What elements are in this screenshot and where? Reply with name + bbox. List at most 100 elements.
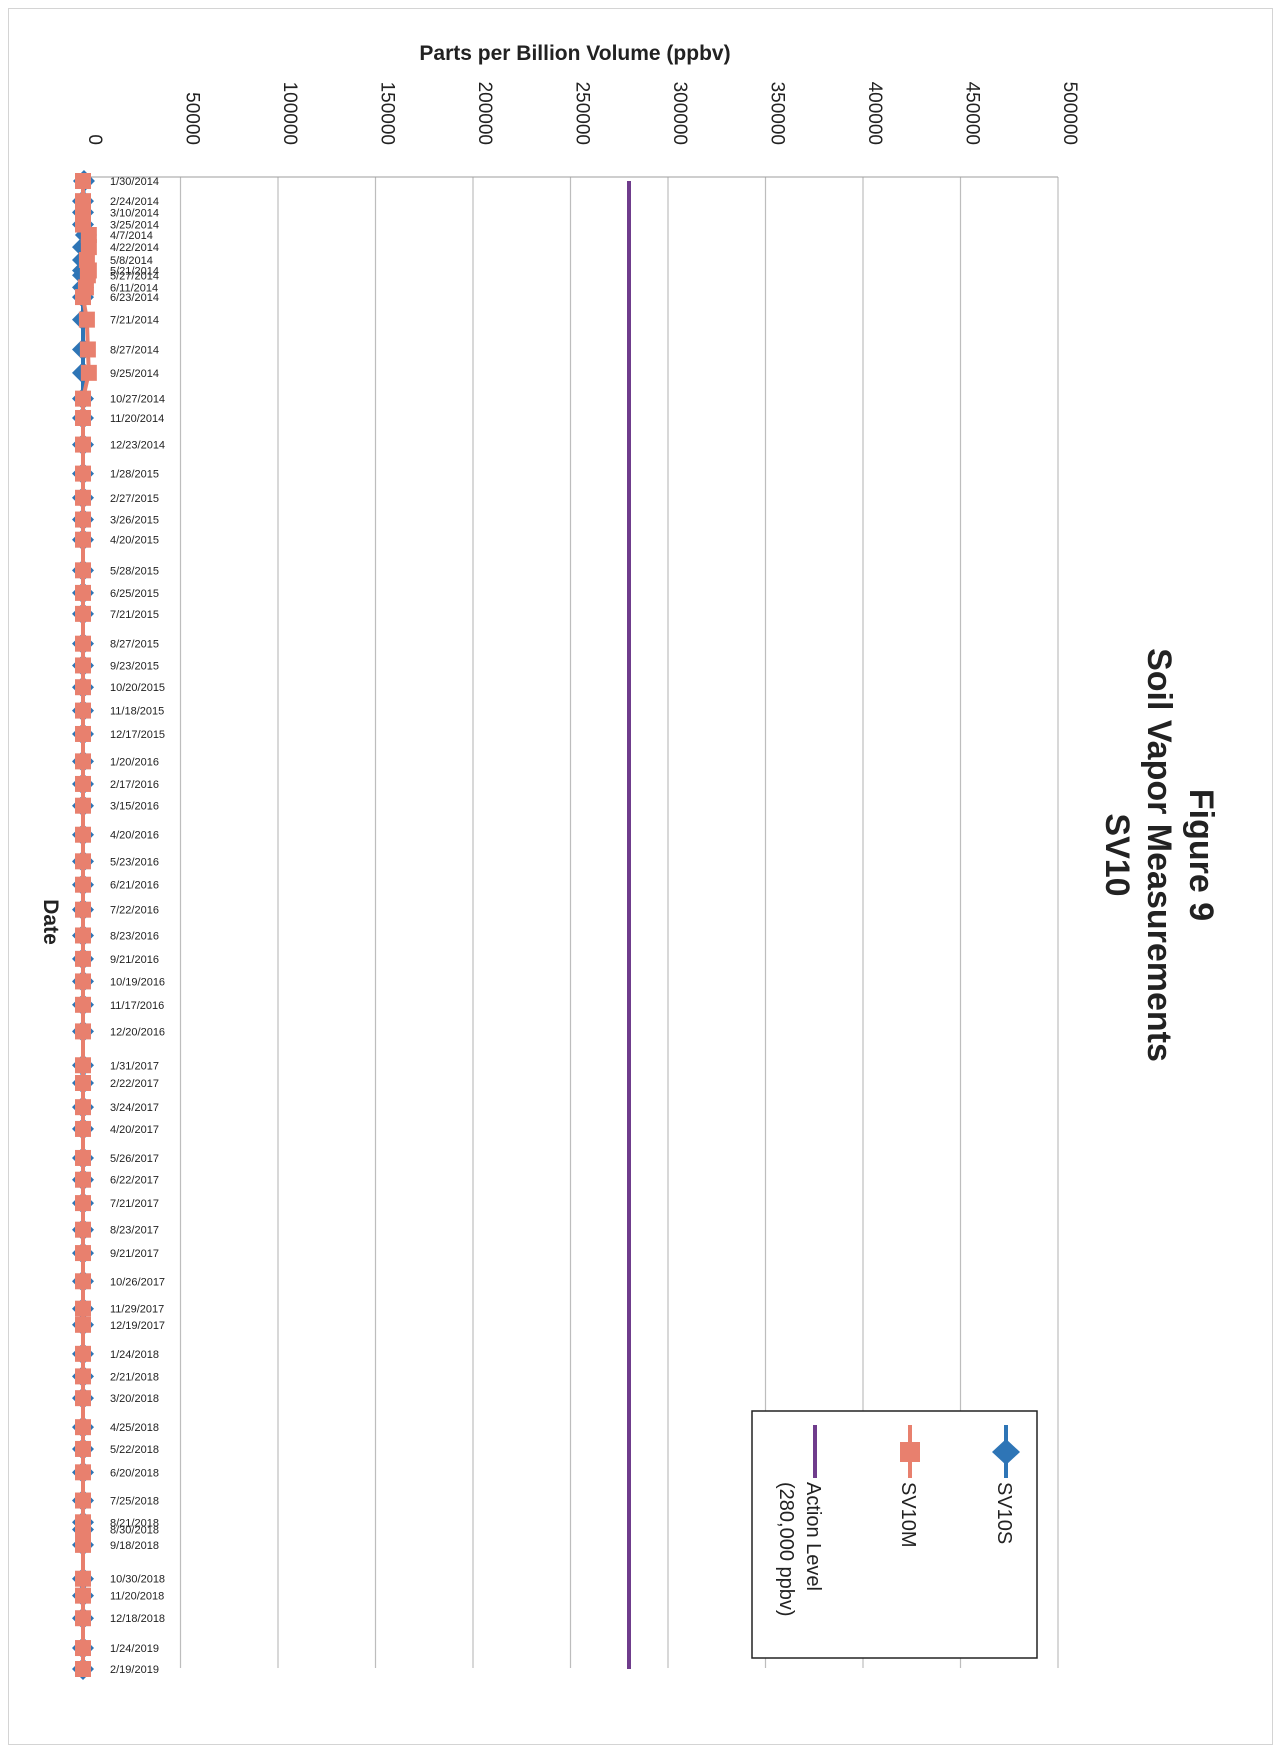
value-tick-label: 250000: [572, 82, 593, 145]
date-tick-label: 9/21/2017: [110, 1248, 159, 1260]
date-tick-label: 7/22/2016: [110, 905, 159, 917]
date-tick-label: 6/11/2014: [110, 282, 158, 294]
point-sv10m: [75, 702, 91, 719]
date-tick-label: 2/19/2019: [110, 1664, 159, 1676]
point-sv10m: [75, 1390, 91, 1407]
point-sv10m: [75, 1195, 91, 1212]
date-tick-label: 10/19/2016: [110, 976, 165, 988]
date-tick-label: 4/7/2014: [110, 230, 153, 242]
date-tick-label: 9/18/2018: [110, 1540, 159, 1552]
point-sv10m: [75, 1273, 91, 1290]
date-tick-label: 3/20/2018: [110, 1393, 159, 1405]
date-tick-label: 8/23/2016: [110, 930, 159, 942]
date-tick-label: 11/29/2017: [110, 1304, 164, 1316]
point-sv10m: [75, 725, 91, 742]
point-sv10m: [75, 775, 91, 792]
point-sv10m: [75, 1536, 91, 1553]
point-sv10m: [75, 1099, 91, 1116]
point-sv10m: [75, 1640, 91, 1657]
point-sv10m: [75, 1221, 91, 1238]
legend-label-action-level-line-1: Action Level: [802, 1482, 824, 1591]
date-tick-label: 5/22/2018: [110, 1444, 159, 1456]
date-axis-title: Date: [39, 899, 62, 945]
date-tick-label: 5/8/2014: [110, 255, 153, 267]
date-tick-label: 4/25/2018: [110, 1422, 159, 1434]
date-tick-label: 4/20/2016: [110, 830, 159, 842]
point-sv10m: [75, 605, 91, 622]
legend-square-icon: [900, 1442, 920, 1462]
chart-title-line-3: SV10: [1098, 813, 1136, 896]
date-tick-label: 4/20/2015: [110, 535, 159, 547]
point-sv10m: [75, 797, 91, 814]
date-tick-label: 4/22/2014: [110, 242, 159, 254]
date-tick-label: 9/25/2014: [110, 368, 159, 380]
date-tick-label: 1/24/2019: [110, 1643, 159, 1655]
point-sv10m: [75, 289, 91, 306]
date-tick-label: 12/18/2018: [110, 1613, 165, 1625]
date-tick-label: 7/25/2018: [110, 1496, 159, 1508]
date-tick-label: 1/31/2017: [110, 1060, 159, 1072]
date-tick-label: 8/27/2015: [110, 639, 159, 651]
point-sv10m: [75, 562, 91, 579]
point-sv10m: [75, 1570, 91, 1587]
date-axis-ticks: 1/30/2014 2/24/20143/10/20143/25/20144/7/…: [110, 176, 165, 1676]
point-sv10m: [75, 635, 91, 652]
point-sv10m: [75, 465, 91, 482]
chart-title: Figure 9 Soil Vapor Measurements SV10: [1098, 648, 1220, 1062]
date-tick-label: 7/21/2017: [110, 1198, 159, 1210]
date-tick-label: 6/21/2016: [110, 880, 159, 892]
date-tick-label: 10/30/2018: [110, 1574, 165, 1586]
point-sv10m: [75, 1023, 91, 1040]
date-tick-label: 8/27/2014: [110, 344, 159, 356]
legend: SV10S SV10M Action Level (280,000 ppbv): [751, 1410, 1038, 1659]
chart-title-line-1: Figure 9: [1182, 789, 1220, 921]
value-tick-label: 200000: [474, 82, 495, 145]
point-sv10m: [75, 679, 91, 696]
legend-label-action-level-line-2: (280,000 ppbv): [775, 1482, 797, 1617]
date-tick-label: 5/23/2016: [110, 856, 159, 868]
point-sv10m: [80, 227, 97, 244]
point-sv10m: [75, 1074, 91, 1091]
point-sv10m: [75, 950, 91, 967]
point-sv10m: [75, 204, 91, 221]
date-tick-label: 7/21/2015: [110, 609, 159, 621]
legend-item-sv10m: SV10M: [897, 1425, 920, 1548]
legend-label-sv10s: SV10S: [993, 1482, 1015, 1544]
date-tick-label: 10/26/2017: [110, 1276, 165, 1288]
value-axis-title: Parts per Billion Volume (ppbv): [419, 42, 730, 65]
point-sv10m: [78, 311, 95, 328]
date-tick-label: 3/25/2014: [110, 220, 159, 232]
date-tick-label: 7/21/2014: [110, 315, 159, 327]
date-tick-label: 3/15/2016: [110, 801, 159, 813]
date-tick-label: 5/28/2015: [110, 565, 159, 577]
date-tick-label: 9/21/2016: [110, 954, 159, 966]
date-tick-label: 10/20/2015: [110, 682, 165, 694]
point-sv10m: [75, 1245, 91, 1262]
date-tick-label: 5/21/2014: [110, 265, 159, 277]
date-tick-label: 1/28/2015: [110, 469, 159, 481]
point-sv10m: [75, 1492, 91, 1509]
point-sv10m: [75, 1661, 91, 1677]
point-sv10m: [75, 826, 91, 843]
point-sv10m: [75, 927, 91, 944]
chart-title-line-2: Soil Vapor Measurements: [1140, 648, 1178, 1062]
legend-box: [751, 1410, 1038, 1659]
date-tick-label: 3/24/2017: [110, 1102, 159, 1114]
date-tick-label: 4/20/2017: [110, 1124, 159, 1136]
date-tick-label: 6/20/2018: [110, 1467, 159, 1479]
point-sv10m: [80, 364, 97, 381]
date-tick-label: 3/10/2014: [110, 207, 159, 219]
date-tick-label: 6/25/2015: [110, 588, 159, 600]
date-tick-label: 1/20/2016: [110, 756, 159, 768]
point-sv10m: [75, 1419, 91, 1436]
date-tick-label: 12/20/2016: [110, 1026, 165, 1038]
point-sv10m: [75, 1300, 91, 1317]
legend-label-sv10m: SV10M: [897, 1482, 919, 1548]
date-tick-label: 12/19/2017: [110, 1320, 165, 1332]
date-tick-label: 2/21/2018: [110, 1371, 159, 1383]
point-sv10m: [75, 996, 91, 1013]
date-tick-label: 2/24/2014: [110, 196, 159, 208]
point-sv10m: [75, 1171, 91, 1188]
date-tick-label: 2/17/2016: [110, 779, 159, 791]
